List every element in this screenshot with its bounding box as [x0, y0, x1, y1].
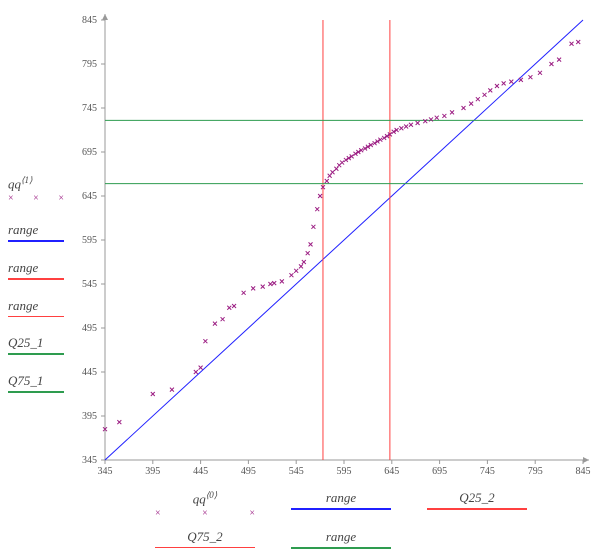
legend-row: qq⟨0⟩ ××× range Q25_2	[155, 490, 527, 519]
legend-swatch-markers: ×××	[8, 194, 64, 204]
legend-row: Q75_2 range	[155, 529, 527, 549]
legend-label: range	[8, 260, 64, 276]
legend-label: Q25_1	[8, 335, 64, 351]
svg-text:745: 745	[480, 466, 495, 477]
svg-text:545: 545	[82, 279, 97, 290]
legend-swatch-line	[8, 278, 64, 280]
legend-item: range	[8, 222, 64, 242]
legend-item: Q25_1	[8, 335, 64, 355]
svg-text:845: 845	[82, 15, 97, 26]
svg-text:445: 445	[193, 466, 208, 477]
svg-text:345: 345	[82, 455, 97, 466]
legend-label: range	[8, 298, 64, 314]
legend-swatch-line	[291, 508, 391, 510]
svg-text:445: 445	[82, 367, 97, 378]
legend-item: Q75_2	[155, 529, 255, 549]
legend-label: qq⟨0⟩	[155, 490, 255, 507]
legend-label: Q75_1	[8, 373, 64, 389]
svg-text:695: 695	[432, 466, 447, 477]
legend-item: range	[291, 490, 391, 519]
svg-text:345: 345	[98, 466, 113, 477]
legend-label: range	[291, 529, 391, 545]
legend-item: qq⟨1⟩ ×××	[8, 175, 64, 204]
svg-text:645: 645	[82, 191, 97, 202]
legend-swatch-line	[8, 240, 64, 242]
legend-swatch-line	[291, 547, 391, 549]
legend-label: qq⟨1⟩	[8, 175, 64, 192]
legend-swatch-line	[427, 508, 527, 510]
legend-item: Q75_1	[8, 373, 64, 393]
chart-container: 345 395 445 495 545 595 645 695 745 795 845 345 395 4…	[0, 0, 594, 552]
svg-text:795: 795	[528, 466, 543, 477]
legend-label: Q75_2	[155, 529, 255, 545]
legend-swatch-line	[8, 391, 64, 393]
svg-text:845: 845	[576, 466, 591, 477]
legend-label: Q25_2	[427, 490, 527, 506]
svg-text:745: 745	[82, 103, 97, 114]
legend-item: range	[8, 298, 64, 317]
svg-text:495: 495	[241, 466, 256, 477]
svg-text:545: 545	[289, 466, 304, 477]
legend-item: range	[291, 529, 391, 549]
svg-text:495: 495	[82, 323, 97, 334]
svg-text:695: 695	[82, 147, 97, 158]
legend-item: range	[8, 260, 64, 280]
legend-item: qq⟨0⟩ ×××	[155, 490, 255, 519]
svg-text:395: 395	[145, 466, 160, 477]
svg-text:645: 645	[384, 466, 399, 477]
legend-swatch-line	[8, 353, 64, 355]
legend-label: range	[8, 222, 64, 238]
svg-text:595: 595	[82, 235, 97, 246]
svg-text:795: 795	[82, 59, 97, 70]
legend-bottom: qq⟨0⟩ ××× range Q25_2 Q75_2 range	[155, 490, 527, 549]
legend-swatch-line	[155, 547, 255, 548]
legend-item: Q25_2	[427, 490, 527, 519]
legend-swatch-line	[8, 316, 64, 317]
svg-text:395: 395	[82, 411, 97, 422]
legend-swatch-markers: ×××	[155, 509, 255, 519]
legend-label: range	[291, 490, 391, 506]
legend-left: qq⟨1⟩ ××× range range range Q25_1 Q75_1	[8, 175, 64, 393]
qq-chart: 345 395 445 495 545 595 645 695 745 795 845 345 395 4…	[0, 0, 594, 480]
svg-text:595: 595	[337, 466, 352, 477]
